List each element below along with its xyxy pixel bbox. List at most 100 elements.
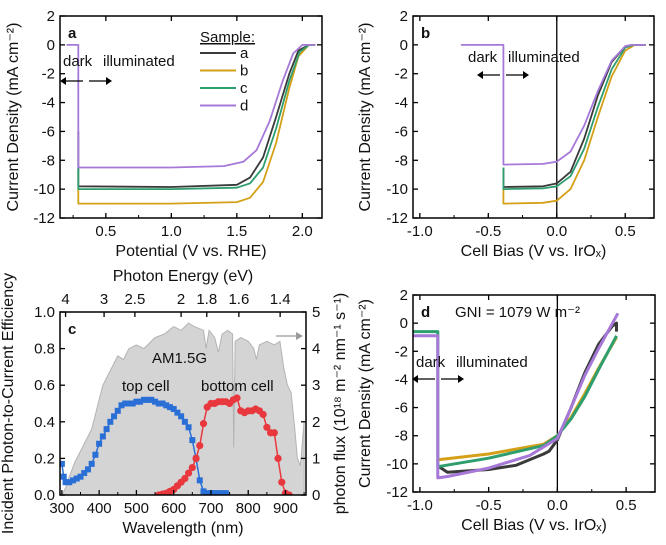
x-tick-label: 0.0 xyxy=(547,497,568,514)
data-point-top-cell xyxy=(99,433,106,440)
top-axis-label: Photon Energy (eV) xyxy=(113,268,254,285)
x-tick-label: 500 xyxy=(124,500,149,517)
data-point-top-cell xyxy=(211,490,218,495)
arrow-right-head xyxy=(106,77,112,85)
y-tick-label: -6 xyxy=(42,123,55,140)
data-point-top-cell xyxy=(155,400,162,407)
data-point-top-cell xyxy=(196,477,203,484)
plot-frame xyxy=(59,15,323,219)
x2-tick-label: 1.4 xyxy=(270,291,291,308)
y-tick-label: -10 xyxy=(386,456,408,473)
data-point-top-cell xyxy=(140,396,147,403)
data-point-top-cell xyxy=(170,405,177,412)
y-tick-label: -8 xyxy=(395,428,408,445)
x-tick-label: 700 xyxy=(198,500,223,517)
y-tick-label: -8 xyxy=(42,152,55,169)
plot-area-d xyxy=(413,295,620,492)
arrow-left-head xyxy=(412,375,418,383)
data-point-top-cell xyxy=(122,400,129,407)
data-point-top-cell xyxy=(200,488,207,495)
data-point-top-cell xyxy=(185,424,192,431)
y-tick-label: -12 xyxy=(33,210,55,227)
legend-label-c: c xyxy=(240,80,248,97)
y-tick-label: 2 xyxy=(400,8,408,25)
data-point-top-cell xyxy=(215,490,222,495)
y-tick-label: -4 xyxy=(42,95,55,112)
data-point-top-cell xyxy=(204,490,211,495)
legend-title: Sample: xyxy=(200,29,255,46)
panel-label: b xyxy=(421,25,430,42)
x-tick-label: -0.5 xyxy=(475,223,501,240)
data-point-bottom-cell xyxy=(181,474,189,483)
x2-tick-label: 4 xyxy=(61,291,69,308)
y-tick-label: -4 xyxy=(395,371,408,388)
y2-tick-label: 1 xyxy=(312,450,320,467)
arrow-left-head xyxy=(60,77,66,85)
x-tick-label: 0.0 xyxy=(546,223,567,240)
y-tick-label: 0.6 xyxy=(34,377,55,394)
y-tick-label: -4 xyxy=(395,95,408,112)
data-point-top-cell xyxy=(92,451,99,458)
legend-label-d: d xyxy=(240,98,248,115)
y-axis-label: Incident Photon-to-Current Efficiency xyxy=(0,273,17,534)
y-tick-label: 0.8 xyxy=(34,341,55,358)
y2-tick-label: 4 xyxy=(312,341,320,358)
y2-tick-label: 2 xyxy=(312,414,320,431)
x-axis-label: Potential (V vs. RHE) xyxy=(115,243,266,260)
data-point-top-cell xyxy=(107,418,114,425)
y2-tick-label: 3 xyxy=(312,377,320,394)
y-tick-label: 0.4 xyxy=(34,414,55,431)
plot-frame xyxy=(412,15,655,219)
data-point-top-cell xyxy=(189,437,196,444)
illuminated-label: illuminated xyxy=(103,53,175,70)
data-point-bottom-cell xyxy=(274,454,282,462)
am15g-label: AM1.5G xyxy=(152,350,207,367)
data-point-top-cell xyxy=(118,402,125,409)
x-tick-label: -1.0 xyxy=(407,497,433,514)
legend-label-a: a xyxy=(240,45,249,62)
plot-frame xyxy=(412,294,656,493)
dark-label: dark xyxy=(416,354,446,371)
legend-label-b: b xyxy=(240,63,248,80)
y-tick-label: 2 xyxy=(400,287,408,304)
data-point-bottom-cell xyxy=(259,410,267,419)
data-point-top-cell xyxy=(103,426,110,433)
panel-label: c xyxy=(68,321,76,338)
data-point-top-cell xyxy=(73,475,80,482)
x-tick-label: 0.5 xyxy=(615,223,636,240)
data-point-bottom-cell xyxy=(199,420,208,428)
series-line-d xyxy=(66,44,316,169)
arrow-right-head xyxy=(458,375,464,383)
am15g-spectrum-area xyxy=(61,322,305,495)
x-axis-label: Wavelength (nm) xyxy=(122,520,243,537)
y-tick-label: 0.0 xyxy=(34,487,55,504)
y2-tick-label: 0 xyxy=(312,487,320,504)
y-axis-label: Current Density (mA cm⁻²) xyxy=(357,299,374,488)
y-tick-label: 2 xyxy=(47,8,55,25)
x-tick-label: 300 xyxy=(49,500,74,517)
x-tick-label: 800 xyxy=(236,500,261,517)
x-axis-label: Cell Bias (V vs. IrOₓ) xyxy=(461,243,607,260)
x-tick-label: 0.5 xyxy=(95,223,116,240)
x-tick-label: 400 xyxy=(87,500,112,517)
series-line-c xyxy=(77,44,316,190)
dark-label: dark xyxy=(468,49,498,66)
bottom-cell-label: bottom cell xyxy=(201,378,274,395)
data-point-top-cell xyxy=(137,398,144,405)
data-point-bottom-cell xyxy=(263,423,271,431)
data-point-top-cell xyxy=(77,473,84,480)
data-point-bottom-cell xyxy=(188,463,196,472)
series-line-b xyxy=(502,44,646,205)
series-line-a xyxy=(77,44,316,188)
panel-label: d xyxy=(421,304,430,321)
data-point-bottom-cell xyxy=(270,429,278,437)
y-tick-label: -6 xyxy=(395,123,408,140)
panel-label: a xyxy=(68,25,77,42)
y2-tick-label: 5 xyxy=(312,304,320,321)
x2-tick-label: 2 xyxy=(177,291,185,308)
x-tick-label: 2.0 xyxy=(292,223,313,240)
x-tick-label: 0.5 xyxy=(616,497,637,514)
series-line-c xyxy=(502,44,646,190)
data-point-bottom-cell xyxy=(184,469,193,477)
data-point-bottom-cell xyxy=(233,394,241,402)
